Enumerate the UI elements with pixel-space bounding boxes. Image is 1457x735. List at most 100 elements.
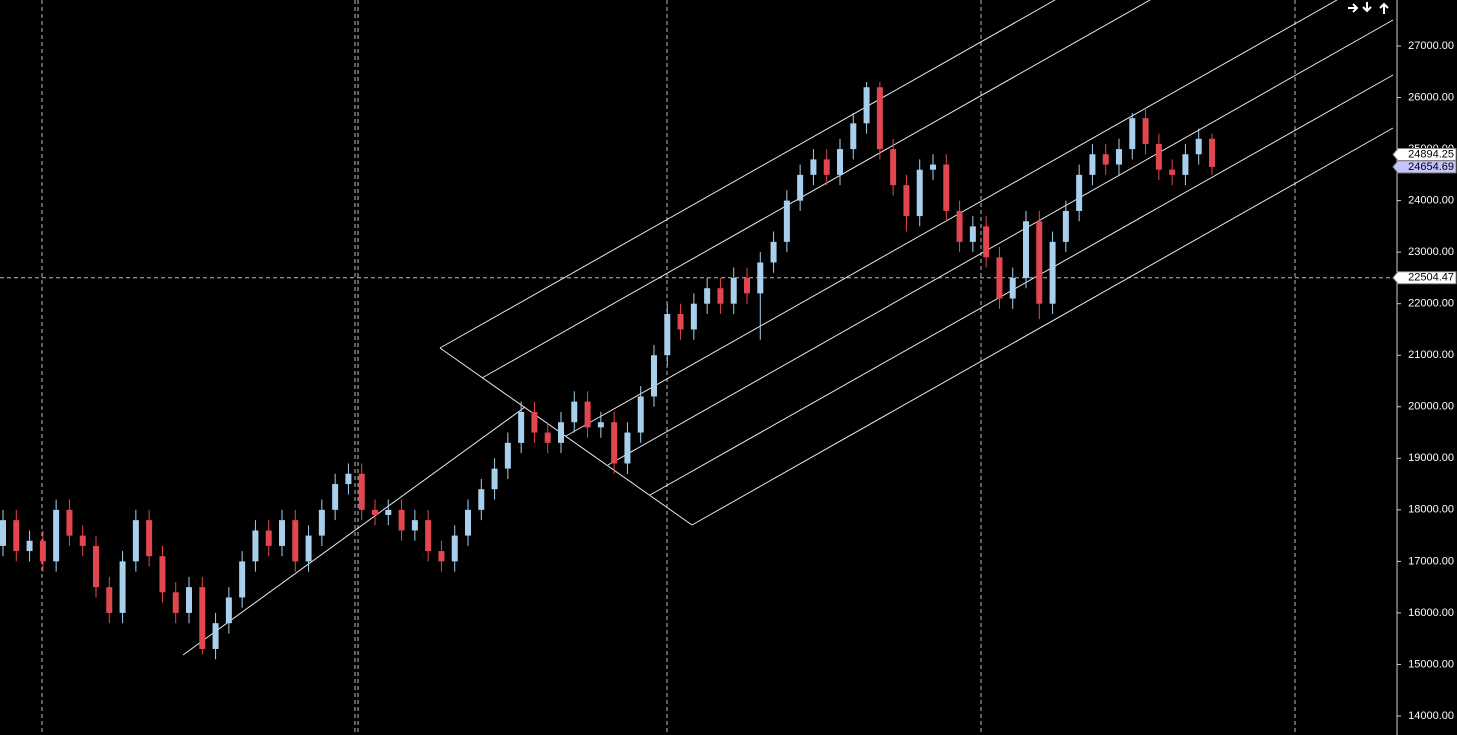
candle-body: [1023, 221, 1029, 278]
candle-body: [159, 556, 166, 593]
candle-body: [1155, 143, 1162, 170]
candle-body: [478, 489, 485, 510]
candle-body: [584, 401, 591, 428]
channel-line[interactable]: [649, 74, 1394, 496]
candle-body: [597, 422, 604, 428]
y-tick-label: 20000.00: [1408, 401, 1454, 413]
candle-body: [186, 587, 192, 613]
candle-body: [704, 288, 711, 304]
candle-body: [996, 257, 1003, 299]
candle-body: [1102, 154, 1109, 165]
channel-line[interactable]: [565, 0, 1338, 437]
candle-body: [1195, 138, 1202, 155]
channel-line[interactable]: [691, 127, 1394, 526]
candle-body: [1049, 241, 1056, 304]
candle-body: [106, 587, 113, 613]
y-tick-label: 14000.00: [1408, 710, 1454, 722]
candle-body: [358, 473, 365, 510]
candle-body: [385, 509, 392, 515]
candle-body: [292, 520, 299, 562]
candle-body: [225, 597, 232, 624]
candle-body: [983, 226, 990, 258]
trend-line[interactable]: [182, 406, 526, 656]
candle-body: [1062, 210, 1069, 242]
candle-body: [491, 468, 498, 490]
candle-body: [770, 241, 777, 263]
candle-body: [0, 520, 6, 546]
candle-body: [837, 149, 843, 175]
candle-body: [956, 210, 963, 242]
candle-body: [903, 185, 910, 217]
crosshair-price-label: 22504.47: [1408, 272, 1454, 284]
candle-body: [504, 442, 511, 469]
candle-body: [890, 149, 897, 186]
candle-body: [1129, 118, 1136, 150]
candle-body: [850, 123, 857, 150]
candle-body: [558, 422, 564, 443]
candle-body: [279, 520, 285, 546]
y-tick-label: 17000.00: [1408, 555, 1454, 567]
ask-price-box: [1392, 148, 1457, 162]
candle-body: [1089, 154, 1096, 175]
candle-body: [119, 561, 126, 613]
candle-body: [411, 520, 418, 531]
y-tick-label: 24000.00: [1408, 195, 1454, 207]
candle-body: [239, 561, 246, 598]
candle-body: [66, 509, 73, 536]
candle-body: [1169, 169, 1176, 175]
candle-body: [531, 411, 538, 433]
candle-body: [212, 623, 219, 649]
candle-body: [199, 587, 206, 649]
candle-body: [1182, 154, 1189, 175]
candle-body: [651, 355, 657, 397]
arrow-up-button[interactable]: [1379, 2, 1389, 14]
candle-body: [1009, 277, 1016, 299]
y-tick-label: 26000.00: [1408, 91, 1454, 103]
toolbar[interactable]: [1348, 2, 1389, 14]
channel-line[interactable]: [481, 0, 1151, 379]
candle-body: [425, 520, 432, 552]
channel-line[interactable]: [607, 19, 1394, 466]
candle-body: [345, 473, 352, 485]
candle-body: [930, 164, 936, 170]
y-tick-label: 18000.00: [1408, 504, 1454, 516]
candle-body: [916, 169, 923, 217]
candle-body: [611, 422, 618, 464]
candle-body: [876, 87, 883, 150]
crosshair-price-box: [1392, 271, 1457, 285]
candle-body: [783, 200, 790, 242]
candle-body: [39, 540, 46, 562]
arrow-down-button[interactable]: [1362, 2, 1372, 13]
candle-body: [690, 303, 697, 330]
y-tick-label: 23000.00: [1408, 246, 1454, 258]
arrow-right-button[interactable]: [1348, 3, 1359, 13]
candle-body: [518, 411, 525, 443]
ask-price-label: 24894.25: [1408, 148, 1454, 160]
bid-price-label: 24654.69: [1408, 161, 1454, 173]
y-tick-label: 16000.00: [1408, 607, 1454, 619]
candle-body: [1076, 174, 1083, 211]
candle-body: [318, 509, 325, 536]
y-tick-label: 22000.00: [1408, 298, 1454, 310]
candle-body: [146, 520, 153, 557]
candle-body: [823, 159, 830, 175]
candle-body: [544, 432, 551, 443]
candle-body: [79, 535, 86, 546]
candle-body: [26, 540, 33, 552]
channel-drawing[interactable]: [182, 0, 1394, 656]
candle-body: [1142, 118, 1149, 144]
candle-body: [438, 551, 445, 562]
candle-body: [797, 174, 804, 201]
candle-body: [1116, 149, 1122, 165]
y-tick-label: 15000.00: [1408, 658, 1454, 670]
candle-body: [943, 164, 950, 211]
y-tick-label: 19000.00: [1408, 452, 1454, 464]
y-tick-label: 21000.00: [1408, 349, 1454, 361]
candle-body: [172, 592, 179, 613]
candle-body: [265, 530, 272, 546]
channel-line[interactable]: [439, 0, 1056, 349]
candle-body: [730, 277, 737, 304]
candle-body: [332, 484, 339, 510]
candle-body: [677, 314, 684, 330]
bid-price-box: [1392, 160, 1457, 174]
